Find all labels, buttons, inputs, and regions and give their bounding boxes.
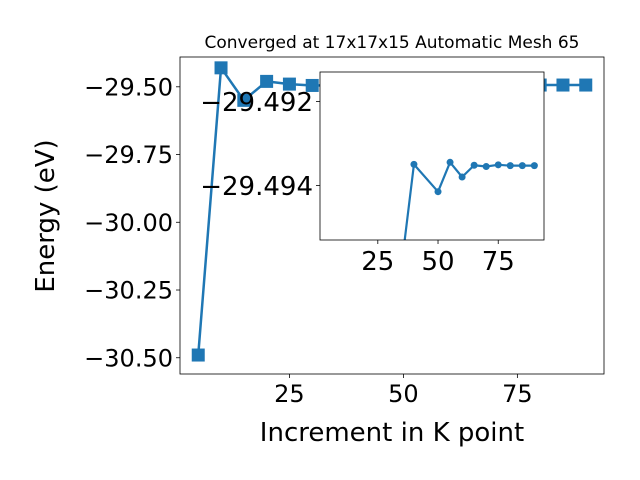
main-x-tick-label: 50 [388, 380, 419, 408]
main-axes-frame [179, 56, 605, 375]
main-y-tick-label: −30.00 [84, 209, 173, 237]
inset-data-point [410, 160, 418, 168]
inset-x-ticks: 25 50 75 [361, 240, 515, 277]
inset-x-tick-label: 75 [482, 247, 515, 277]
main-data-point [237, 93, 251, 107]
inset-data-point [530, 162, 538, 170]
main-data-point [191, 348, 205, 362]
main-y-ticks: −30.50 −30.25 −30.00 −29.75 −29.50 [84, 73, 180, 372]
x-axis-label: Increment in K point [260, 418, 524, 448]
inset-data-point [434, 188, 442, 196]
inset-data-point [482, 163, 490, 170]
main-y-tick-label: −29.50 [84, 73, 173, 101]
inset-data-point [518, 162, 526, 170]
inset-axes: 25 50 75 −29.494 −29.492 [200, 71, 545, 277]
inset-data-point [494, 161, 502, 169]
inset-y-tick-label: −29.492 [200, 88, 313, 118]
inset-axes-frame [319, 71, 545, 241]
inset-data-point [458, 173, 466, 181]
inset-y-ticks: −29.494 −29.492 [200, 88, 320, 202]
main-y-tick-label: −29.75 [84, 141, 173, 169]
inset-data-point [470, 161, 478, 169]
main-data-point [305, 78, 319, 92]
main-y-tick-label: −30.50 [84, 344, 173, 372]
main-x-tick-label: 25 [274, 380, 305, 408]
main-data-point [260, 74, 274, 88]
main-data-point [282, 77, 296, 91]
main-y-tick-label: −30.25 [84, 277, 173, 305]
inset-x-tick-label: 50 [421, 247, 454, 277]
main-data-point [214, 61, 228, 75]
inset-series [403, 158, 538, 240]
main-data-point [556, 78, 570, 92]
inset-data-point [446, 158, 454, 166]
inset-plot-area [320, 72, 544, 240]
main-data-point [579, 78, 593, 92]
chart-title: Converged at 17x17x15 Automatic Mesh 65 [205, 33, 580, 53]
main-x-ticks: 25 50 75 [274, 374, 533, 408]
y-axis-label: Energy (eV) [31, 139, 61, 292]
inset-data-point [506, 162, 514, 170]
inset-x-tick-label: 25 [361, 247, 394, 277]
main-x-tick-label: 75 [502, 380, 533, 408]
inset-y-tick-label: −29.494 [200, 172, 313, 202]
